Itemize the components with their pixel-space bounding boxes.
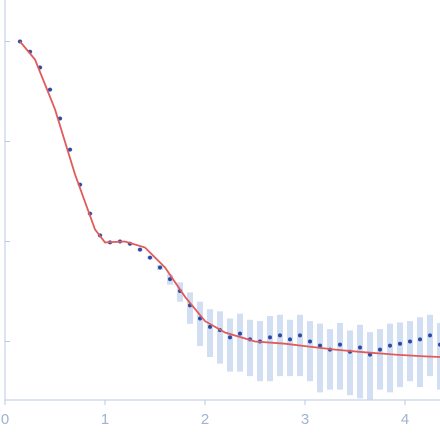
data-point	[158, 265, 162, 270]
data-point	[408, 339, 412, 344]
data-point	[298, 333, 302, 338]
data-point	[48, 87, 52, 92]
x-tick-label: 0	[1, 411, 9, 428]
data-point	[288, 337, 292, 342]
data-point	[378, 347, 382, 352]
data-point	[238, 331, 242, 336]
x-tick-label: 3	[301, 411, 309, 428]
data-point	[138, 247, 142, 252]
fit-line	[19, 40, 440, 358]
data-point	[68, 147, 72, 152]
data-point	[168, 277, 172, 282]
data-point	[338, 342, 342, 347]
data-point	[398, 341, 402, 346]
data-point	[208, 324, 212, 329]
data-point	[278, 333, 282, 338]
data-point	[228, 335, 232, 340]
data-point	[418, 337, 422, 342]
data-point	[388, 343, 392, 348]
data-point	[268, 335, 272, 340]
data-point	[148, 255, 152, 260]
x-tick-label: 2	[201, 411, 209, 428]
x-tick-label: 4	[401, 411, 409, 428]
data-point	[358, 345, 362, 350]
data-point	[318, 343, 322, 348]
data-point	[308, 339, 312, 344]
x-tick-label: 1	[101, 411, 109, 428]
data-point	[428, 333, 432, 338]
